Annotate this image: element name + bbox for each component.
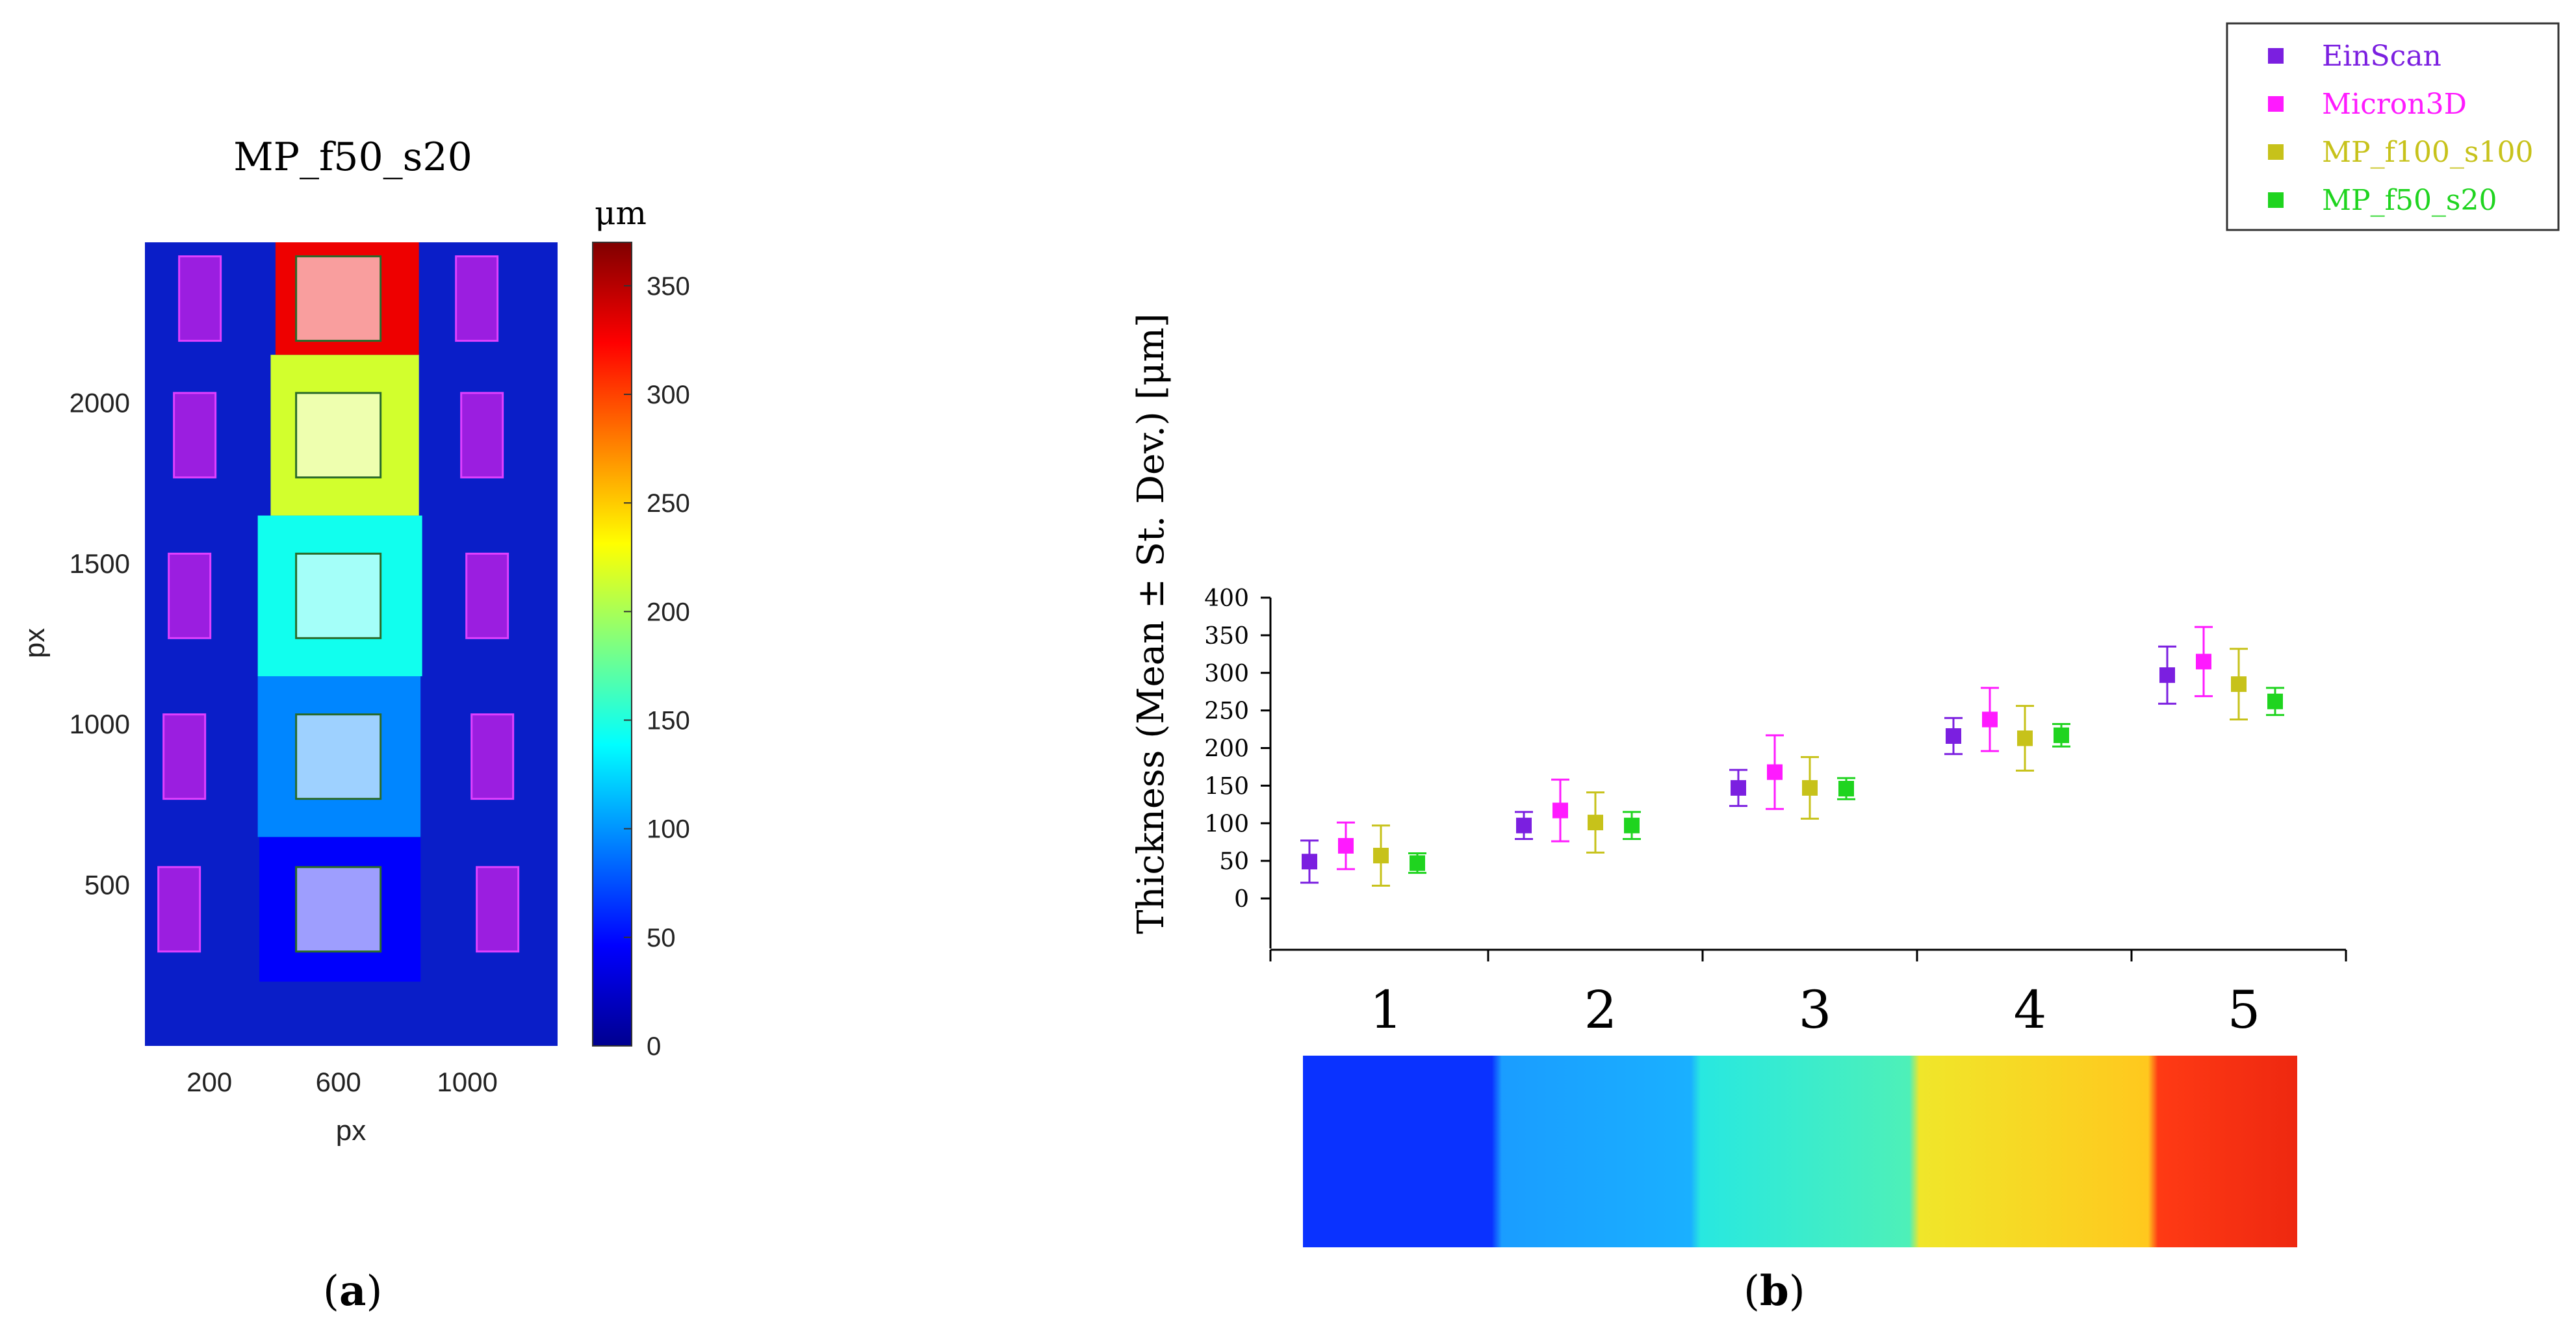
heatmap-title: MP_f50_s20: [233, 134, 472, 180]
center-roi-2: [295, 713, 382, 800]
center-roi-1: [295, 866, 382, 953]
colorbar-tick-0: 0: [647, 1032, 661, 1061]
panel-label-b: (b): [1744, 1267, 1805, 1316]
left-roi-4: [173, 392, 217, 479]
left-roi-1: [157, 866, 201, 953]
heatmap-y-tick-2000: 2000: [70, 387, 130, 418]
center-roi-4: [295, 392, 382, 479]
heatmap-x-tick-600: 600: [316, 1067, 361, 1097]
colorbar: [592, 242, 632, 1047]
heatmap-x-label: px: [336, 1115, 366, 1147]
heatmap-x-tick-1000: 1000: [437, 1067, 497, 1097]
right-roi-2: [470, 713, 515, 800]
colorbar-tick-300: 300: [647, 381, 690, 409]
colorbar-tick-150: 150: [647, 707, 690, 735]
right-roi-3: [465, 552, 509, 639]
center-roi-3: [295, 552, 382, 639]
heatmap-y-tick-1500: 1500: [70, 548, 130, 579]
left-roi-2: [162, 713, 207, 800]
right-roi-4: [460, 392, 504, 479]
heatmap-y-tick-500: 500: [84, 870, 130, 900]
heatmap-y-label: px: [19, 628, 51, 658]
heatmap-roi-rects: [157, 255, 520, 953]
right-roi-5: [455, 255, 499, 342]
right-roi-1: [476, 866, 520, 953]
heatmap-y-tick-1000: 1000: [70, 709, 130, 739]
colorbar-ticks: 0 50 100 150 200 250 300 350: [624, 272, 690, 1061]
center-roi-5: [295, 255, 382, 342]
panel-label-a: (a): [323, 1267, 383, 1316]
colorbar-label: μm: [595, 194, 647, 232]
panel-label-a-text: a: [339, 1267, 367, 1316]
colorbar-tick-50: 50: [647, 924, 676, 952]
colorbar-tick-250: 250: [647, 489, 690, 518]
colorbar-tick-100: 100: [647, 815, 690, 844]
colorbar-tick-200: 200: [647, 598, 690, 626]
colorbar-tick-350: 350: [647, 272, 690, 301]
panel-label-b-text: b: [1759, 1267, 1789, 1316]
heatmap-x-tick-200: 200: [187, 1067, 232, 1097]
left-roi-3: [168, 552, 212, 639]
left-roi-5: [178, 255, 222, 342]
heatmap-axes: 200 600 1000 500 1000 1500 2000: [70, 387, 498, 1097]
